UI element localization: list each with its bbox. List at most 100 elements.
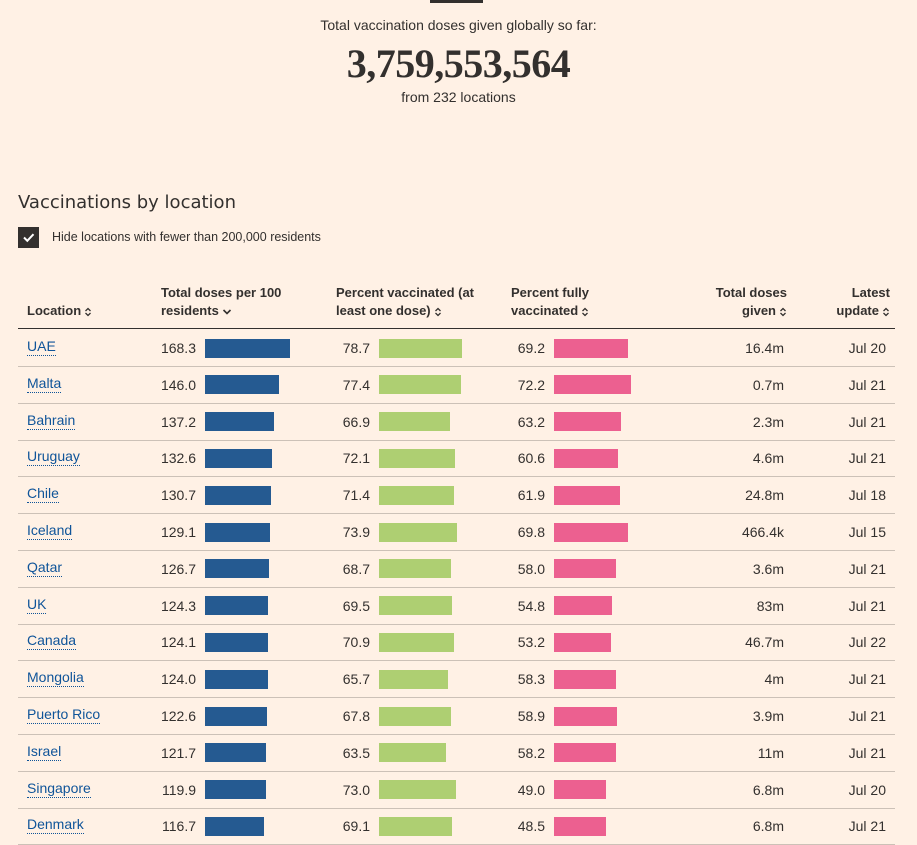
bar	[205, 816, 264, 836]
location-link[interactable]: Mongolia	[27, 669, 84, 688]
latest-update: Jul 21	[848, 671, 886, 688]
bar	[554, 706, 617, 726]
total-doses: 6.8m	[752, 781, 784, 798]
column-header[interactable]: Location	[27, 302, 92, 320]
row-rule	[18, 366, 895, 367]
bar	[205, 522, 271, 542]
row-rule	[18, 770, 895, 772]
bar	[205, 743, 267, 763]
row-rule	[18, 660, 895, 662]
sort-icon	[780, 307, 786, 316]
location-link[interactable]: Puerto Rico	[27, 706, 101, 724]
value-text: 122.6	[160, 708, 196, 724]
value-text: 68.7	[342, 560, 370, 577]
latest-update: Jul 21	[848, 744, 886, 761]
header-text: Percent fully vaccinated	[511, 285, 590, 318]
row-rule	[18, 402, 895, 404]
value-text: 124.0	[160, 671, 196, 688]
value-text: 65.7	[342, 671, 370, 688]
location-link[interactable]: UAE	[27, 338, 56, 356]
sort-icon	[222, 308, 231, 315]
value-text: 132.6	[160, 450, 196, 467]
bar	[205, 485, 271, 505]
row-rule	[18, 623, 895, 625]
latest-update: Jul 20	[848, 340, 886, 356]
header-text: Location	[27, 303, 82, 318]
location-link[interactable]: Chile	[27, 485, 59, 504]
value-text: 119.9	[162, 781, 196, 798]
total-doses: 46.7m	[745, 634, 784, 651]
bar	[379, 375, 461, 395]
value-text: 129.1	[160, 524, 196, 540]
total-doses: 16.4m	[745, 340, 784, 356]
checkbox[interactable]	[18, 227, 39, 248]
bar	[205, 669, 268, 689]
value-text: 53.2	[517, 634, 545, 651]
bar	[379, 780, 456, 800]
value-text: 71.4	[342, 487, 370, 504]
value-text: 49.0	[517, 781, 545, 798]
location-link[interactable]: Israel	[27, 742, 62, 761]
latest-update: Jul 21	[848, 376, 886, 393]
bar	[554, 816, 606, 836]
bar	[205, 412, 275, 432]
value-text: 168.3	[160, 340, 196, 356]
row-rule	[18, 807, 895, 809]
location-link[interactable]: Denmark	[27, 816, 84, 835]
location-link[interactable]: Malta	[27, 374, 62, 393]
column-header[interactable]: Total doses given	[687, 284, 787, 320]
row-rule	[18, 697, 895, 699]
column-header[interactable]: Latest update	[820, 284, 890, 320]
column-header[interactable]: Percent fully vaccinated	[511, 284, 611, 320]
latest-update: Jul 22	[848, 634, 886, 651]
value-text: 124.3	[160, 597, 196, 614]
latest-update: Jul 21	[848, 560, 886, 577]
header-text: Total doses given	[715, 285, 787, 318]
location-link[interactable]: Qatar	[27, 558, 63, 577]
sort-icon	[434, 307, 441, 316]
value-text: 78.7	[342, 340, 370, 356]
location-link[interactable]: UK	[27, 595, 47, 614]
value-text: 58.2	[517, 744, 545, 761]
value-text: 77.4	[342, 376, 370, 393]
value-text: 70.9	[342, 634, 370, 651]
bar	[554, 596, 613, 616]
value-text: 61.9	[517, 487, 545, 504]
value-text: 58.3	[517, 671, 545, 688]
bar	[205, 559, 269, 579]
bar	[205, 375, 279, 395]
value-text: 58.0	[517, 560, 545, 577]
latest-update: Jul 15	[848, 524, 886, 540]
row-rule	[18, 586, 895, 588]
bar	[379, 632, 454, 652]
value-text: 73.9	[342, 524, 370, 540]
location-link[interactable]: Singapore	[27, 779, 91, 798]
bar	[205, 780, 266, 800]
value-text: 116.7	[162, 818, 196, 835]
total-doses: 3.9m	[752, 708, 784, 724]
value-text: 48.5	[517, 818, 545, 835]
total-doses: 2.3m	[752, 413, 784, 430]
location-link[interactable]: Canada	[27, 632, 77, 651]
value-text: 73.0	[342, 781, 370, 798]
sort-icon	[883, 307, 889, 316]
total-doses: 466.4k	[741, 524, 784, 540]
location-link[interactable]: Iceland	[27, 522, 73, 540]
bar	[554, 338, 628, 358]
location-link[interactable]: Uruguay	[27, 448, 80, 467]
bar	[205, 706, 267, 726]
bar	[554, 485, 620, 505]
header-text: Percent vaccinated (at least one dose)	[336, 285, 475, 318]
bar	[379, 559, 452, 579]
sort-icon	[582, 307, 589, 316]
location-link[interactable]: Bahrain	[27, 411, 76, 430]
bar	[205, 632, 268, 652]
column-header[interactable]: Total doses per 100 residents	[161, 284, 301, 320]
total-doses: 83m	[756, 597, 784, 614]
bar	[379, 338, 463, 358]
filter-label[interactable]: Hide locations with fewer than 200,000 r…	[52, 230, 321, 244]
bar	[554, 780, 607, 800]
value-text: 72.2	[517, 376, 545, 393]
column-header[interactable]: Percent vaccinated (at least one dose)	[336, 284, 491, 320]
